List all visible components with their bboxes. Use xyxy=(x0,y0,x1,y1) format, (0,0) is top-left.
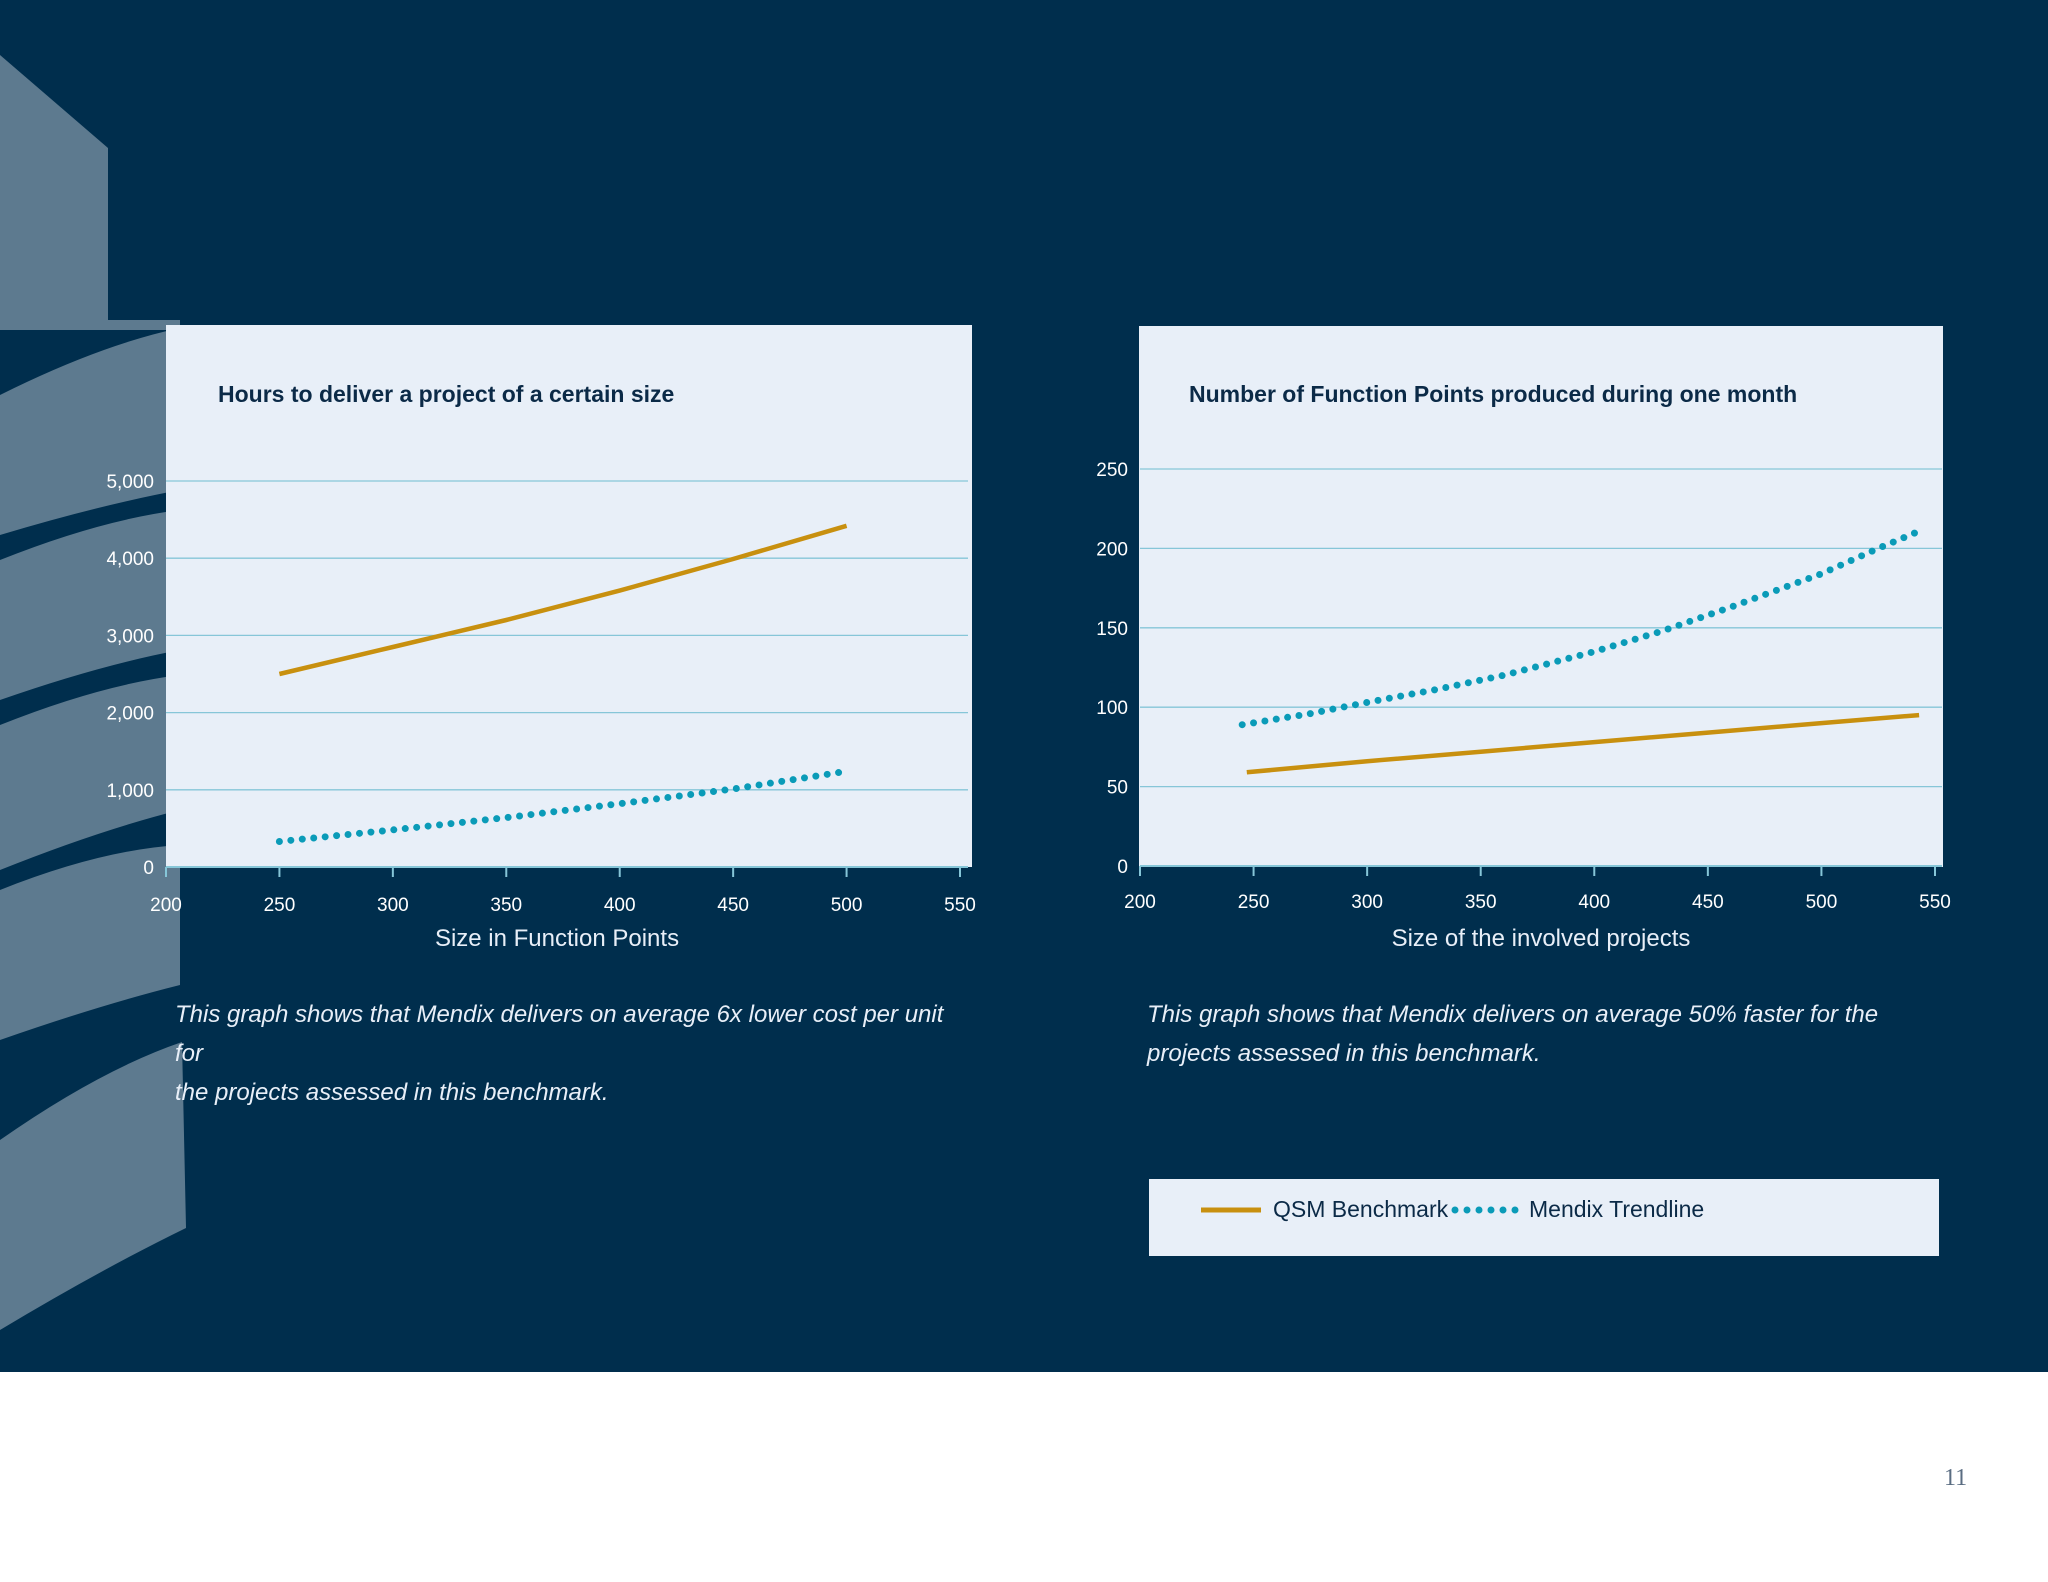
caption-line: This graph shows that Mendix delivers on… xyxy=(1147,1001,1879,1028)
legend-solid-line-icon xyxy=(1201,1207,1261,1212)
legend-label: Mendix Trendline xyxy=(1529,1196,1705,1222)
hours-chart: 0 1,000 2,000 3,000 4,000 5,000 200 250 300 350 40… xyxy=(106,381,976,952)
chart-panel-2 xyxy=(1139,326,1943,867)
y-tick-label: 4,000 xyxy=(106,549,154,570)
caption-line: projects assessed in this benchmark. xyxy=(1147,1040,1541,1067)
y-tick-label: 150 xyxy=(1096,619,1128,640)
y-tick-label: 0 xyxy=(1117,857,1128,878)
decor-arc-2 xyxy=(0,510,180,700)
y-tick-label: 250 xyxy=(1096,460,1128,481)
series-line-mendix xyxy=(1238,525,1928,729)
chart-title: Hours to deliver a project of a certain … xyxy=(218,381,674,407)
x-tick-label: 400 xyxy=(604,895,636,916)
x-tick-label: 550 xyxy=(1919,892,1951,913)
y-tick-label: 0 xyxy=(143,858,154,879)
y-tick-label: 200 xyxy=(1096,539,1128,560)
decor-arc-1 xyxy=(0,328,180,535)
x-tick-label: 350 xyxy=(1465,892,1497,913)
y-tick-label: 3,000 xyxy=(106,626,154,647)
x-tick-label: 200 xyxy=(1124,892,1156,913)
x-tick-label: 300 xyxy=(1351,892,1383,913)
chart-panel-1 xyxy=(166,325,972,867)
x-tick-label: 500 xyxy=(831,895,863,916)
x-tick-label: 500 xyxy=(1806,892,1838,913)
series-line-qsm xyxy=(278,523,848,677)
page-number: 11 xyxy=(1944,1465,1968,1491)
x-tick-label: 400 xyxy=(1578,892,1610,913)
y-tick-label: 1,000 xyxy=(106,781,154,802)
x-tick-label: 450 xyxy=(1692,892,1724,913)
decor-arc-3 xyxy=(0,675,180,870)
x-tick-label: 350 xyxy=(490,895,522,916)
x-tick-label: 200 xyxy=(150,895,182,916)
decor-top-shape xyxy=(0,55,180,330)
y-tick-label: 2,000 xyxy=(106,704,154,725)
x-tick-label: 300 xyxy=(377,895,409,916)
y-tick-label: 5,000 xyxy=(106,472,154,493)
x-tick-label: 450 xyxy=(717,895,749,916)
legend-item-qsm: QSM Benchmark xyxy=(1201,1179,1448,1240)
decor-arc-5 xyxy=(0,1042,186,1330)
x-tick-label: 550 xyxy=(944,895,976,916)
caption-1: This graph shows that Mendix delivers on… xyxy=(175,995,975,1112)
series-line-qsm xyxy=(1246,712,1920,775)
x-tick-label: 250 xyxy=(1238,892,1270,913)
decorative-arcs xyxy=(0,55,186,1330)
legend-item-mendix: Mendix Trendline xyxy=(1451,1179,1704,1240)
y-tick-label: 100 xyxy=(1096,698,1128,719)
legend-dotted-line-icon xyxy=(1451,1206,1523,1213)
y-tick-label: 50 xyxy=(1107,778,1128,799)
caption-line: the projects assessed in this benchmark. xyxy=(175,1079,609,1106)
chart-legend: QSM Benchmark Mendix Trendline xyxy=(1149,1179,1939,1256)
x-axis-label: Size of the involved projects xyxy=(1392,925,1691,952)
x-tick-label: 250 xyxy=(264,895,296,916)
legend-label: QSM Benchmark xyxy=(1273,1196,1449,1222)
x-axis-label: Size in Function Points xyxy=(435,925,679,952)
series-line-mendix xyxy=(275,767,851,845)
decor-arc-4 xyxy=(0,845,180,1040)
chart-title: Number of Function Points produced durin… xyxy=(1189,381,1797,407)
caption-2: This graph shows that Mendix delivers on… xyxy=(1147,995,1947,1073)
caption-line: This graph shows that Mendix delivers on… xyxy=(175,1001,944,1067)
